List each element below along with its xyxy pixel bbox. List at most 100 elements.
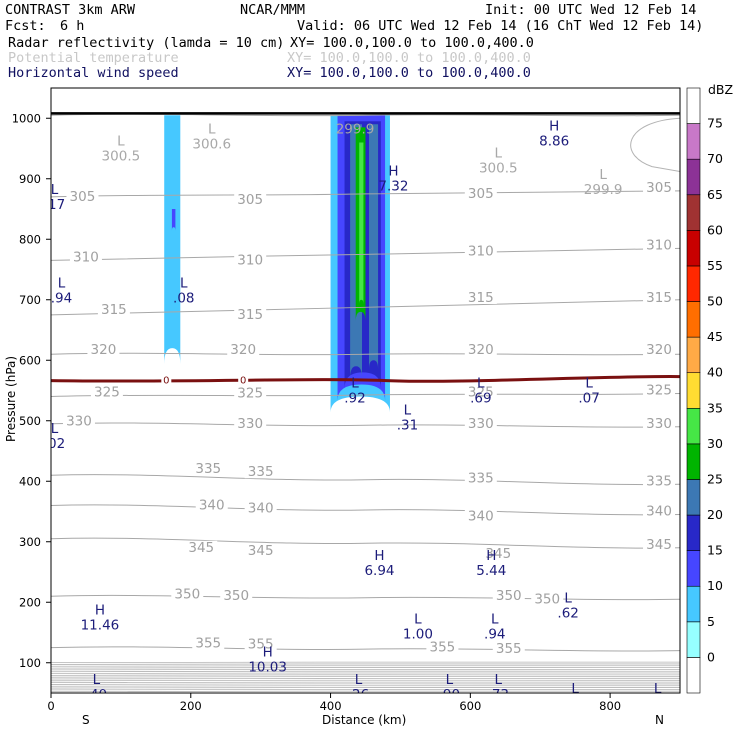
theta-label-bg xyxy=(66,189,99,203)
x-tick-label: 200 xyxy=(180,699,202,713)
wind-extremum-letter: L xyxy=(51,182,59,198)
colorbar-level-label: 40 xyxy=(707,365,723,380)
theta-label-bg xyxy=(244,501,277,515)
y-tick-label: 600 xyxy=(19,353,41,367)
theta-label: 315 xyxy=(101,302,127,318)
reflectivity-cell-main-20b xyxy=(368,124,379,370)
wind-extremum-letter: L xyxy=(351,375,359,391)
theta-label-bg xyxy=(643,238,676,252)
theta-label: 310 xyxy=(73,249,99,265)
colorbar-swatch xyxy=(686,372,701,409)
theta-label-bg xyxy=(171,587,204,601)
upper-theta-line xyxy=(51,688,680,691)
theta-label-bg xyxy=(227,342,260,356)
colorbar-level-label: 5 xyxy=(707,614,715,629)
wind-extremum-value: 300.5 xyxy=(479,161,518,177)
wind-extremum-value: 299.9 xyxy=(336,121,375,137)
x-tick-label: 0 xyxy=(47,699,54,713)
theta-label-bg xyxy=(643,180,676,194)
wind-extremum-letter: L xyxy=(491,611,499,627)
theta-contour-345 xyxy=(51,537,680,549)
theta-label: 310 xyxy=(237,252,263,268)
theta-label-bg xyxy=(220,589,253,603)
theta-label-bg xyxy=(464,244,497,258)
ground-layer xyxy=(51,112,680,172)
wind-extremum-value: .62 xyxy=(557,605,578,621)
colorbar-level-label: 10 xyxy=(707,578,723,593)
colorbar-swatch xyxy=(686,230,701,267)
theta-label: 320 xyxy=(646,342,672,358)
y-tick-label: 900 xyxy=(19,172,41,186)
theta-label: 330 xyxy=(646,416,672,432)
wind-extremum-value: 11.46 xyxy=(81,617,120,633)
wind-extremum-value: .02 xyxy=(44,436,65,452)
wind-extremum-letter: H xyxy=(95,602,105,618)
theta-label: 355 xyxy=(248,637,274,653)
wind-extremum-letter: L xyxy=(117,133,125,149)
wind-extremum-value: 1.00 xyxy=(403,626,433,642)
upper-theta-line xyxy=(51,690,680,693)
theta-label-bg xyxy=(643,290,676,304)
theta-label: 350 xyxy=(534,591,560,607)
x-tick-label: 800 xyxy=(599,699,621,713)
upper-theta-line xyxy=(51,687,680,689)
theta-label: 315 xyxy=(237,307,263,323)
theta-label-bg xyxy=(464,416,497,430)
y-tick-label: 500 xyxy=(19,414,41,428)
wind-extremum-value: 2.14 xyxy=(560,696,590,712)
fcst-value: 6 h xyxy=(60,18,84,34)
colorbar-swatch xyxy=(686,301,701,338)
theta-contour-335 xyxy=(51,474,680,486)
upper-theta-line xyxy=(51,668,680,671)
field-name-wind: Horizontal wind speed xyxy=(8,65,179,81)
theta-label-bg xyxy=(244,543,277,557)
y-tick-label: 800 xyxy=(19,232,41,246)
theta-label: 345 xyxy=(646,537,672,553)
wind-extremum-letter: L xyxy=(208,121,216,137)
theta-contour-325 xyxy=(51,393,680,398)
theta-label: 350 xyxy=(174,586,200,602)
theta-label-bg xyxy=(492,589,525,603)
wind-extremum-value: .69 xyxy=(470,390,491,406)
field-name-reflectivity: Radar reflectivity (lamda = 10 cm) xyxy=(8,35,284,51)
theta-label-bg xyxy=(464,509,497,523)
theta-label: 330 xyxy=(66,413,92,429)
theta-label: 340 xyxy=(248,501,274,517)
wind-extremum-letter: L xyxy=(477,375,485,391)
theta-contour-330 xyxy=(51,422,680,428)
upper-theta-line xyxy=(51,685,680,687)
upper-theta-line xyxy=(51,665,680,667)
colorbar-level-label: 60 xyxy=(707,222,723,237)
theta-label-bg xyxy=(426,640,459,654)
theta-label: 325 xyxy=(94,384,120,400)
theta-label-bg xyxy=(643,416,676,430)
theta-label-bg xyxy=(464,471,497,485)
theta-contour-355 xyxy=(51,646,680,652)
wind-extremum-value: .08 xyxy=(173,291,194,307)
theta-label-bg xyxy=(234,253,267,267)
upper-theta-band xyxy=(51,661,680,693)
wind-extremum-letter: L xyxy=(51,421,59,437)
upper-theta-line xyxy=(51,667,680,669)
theta-label: 320 xyxy=(468,342,494,358)
theta-label-bg xyxy=(643,383,676,397)
center-title: NCAR/MMM xyxy=(240,2,305,18)
theta-label: 325 xyxy=(646,383,672,399)
theta-label-bg xyxy=(643,474,676,488)
theta-label-bg xyxy=(464,385,497,399)
theta-label: 320 xyxy=(230,342,256,358)
wind-extremum-value: .90 xyxy=(439,687,460,703)
wind-extremum-letter: H xyxy=(388,164,398,180)
colorbar: 0 5 10 15 20 25 30 35 40 45 50 55 60 65 70 75 xyxy=(686,87,723,694)
theta-label-bg xyxy=(185,540,218,554)
theta-label: 305 xyxy=(237,192,263,208)
valid-time: Valid: 06 UTC Wed 12 Feb 14 (16 ChT Wed … xyxy=(297,18,703,34)
theta-label: 310 xyxy=(468,243,494,259)
theta-label: 340 xyxy=(646,504,672,520)
colorbar-level-label: 15 xyxy=(707,543,723,558)
y-tick-label: 700 xyxy=(19,293,41,307)
wind-extremum-value: 300.5 xyxy=(102,148,141,164)
upper-theta-line xyxy=(51,679,680,682)
colorbar-swatch xyxy=(686,123,701,160)
